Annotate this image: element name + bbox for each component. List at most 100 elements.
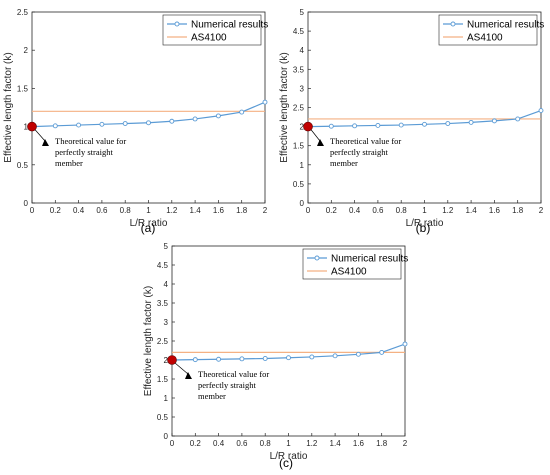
numerical-results-point — [332, 353, 338, 359]
x-tick-label: 0.6 — [236, 439, 248, 448]
y-tick-label: 1.5 — [17, 84, 29, 93]
chart-panel-b: 0 0.2 0.4 0.6 0.8 1 1.2 1.4 1.6 1.8 2 0 0.5 1 1.5 2 2.5 3… — [279, 8, 544, 235]
legend-label-as4100: AS4100 — [331, 267, 367, 278]
x-tick-label: 1.4 — [190, 206, 202, 215]
numerical-results-point — [379, 349, 385, 355]
numerical-results-point — [398, 122, 404, 128]
x-tick-label: 0 — [30, 206, 35, 215]
numerical-results-point — [76, 122, 82, 128]
annotation-text-line: perfectly straight — [330, 147, 388, 157]
annotation-text-line: member — [330, 158, 358, 168]
annotation-text-line: Theoretical value for — [55, 136, 126, 146]
annotation-arrow-line — [310, 129, 321, 142]
legend-marker-numerical — [174, 21, 180, 27]
numerical-results-point — [328, 123, 334, 129]
x-tick-label: 0.6 — [372, 206, 384, 215]
y-tick-label: 3 — [300, 84, 305, 93]
y-axis-label: Effective length factor (k) — [3, 52, 14, 162]
y-tick-label: 3.5 — [293, 65, 305, 74]
panel-caption: (a) — [141, 221, 156, 235]
y-tick-label: 1.5 — [157, 375, 169, 384]
theoretical-value-marker — [303, 121, 313, 132]
y-tick-label: 2.5 — [157, 337, 169, 346]
numerical-results-point — [215, 113, 221, 119]
legend-box — [302, 248, 402, 280]
legend-label-numerical: Numerical results — [191, 20, 268, 31]
panel-caption: (c) — [279, 456, 293, 470]
numerical-results-point — [538, 108, 544, 114]
annotation-arrowhead — [317, 139, 324, 146]
x-tick-label: 1.6 — [489, 206, 501, 215]
x-axis-label: L/R ratio — [406, 218, 444, 229]
annotation-text-line: member — [55, 158, 83, 168]
annotation-text-line: perfectly straight — [198, 380, 256, 390]
numerical-results-point — [262, 356, 268, 361]
x-tick-label: 1.8 — [512, 206, 524, 215]
x-tick-label: 0.2 — [326, 206, 338, 215]
chart-panel-c: 0 0.2 0.4 0.6 0.8 1 1.2 1.4 1.6 1.8 2 0 0.5 1 1.5 2 2.5 3… — [143, 242, 408, 470]
y-tick-label: 1 — [164, 394, 169, 403]
legend-marker-numerical — [314, 255, 320, 261]
y-tick-label: 0.5 — [157, 413, 169, 422]
y-tick-label: 5 — [300, 8, 305, 17]
y-tick-label: 4 — [300, 46, 305, 55]
x-axis-label: L/R ratio — [130, 218, 168, 229]
numerical-results-point — [99, 121, 105, 127]
annotation-text-line: Theoretical value for — [198, 369, 269, 379]
x-tick-label: 1.4 — [466, 206, 478, 215]
legend-box — [438, 14, 538, 46]
annotation-arrowhead — [185, 372, 192, 379]
numerical-results-point — [169, 118, 175, 124]
numerical-results-point — [352, 123, 358, 129]
numerical-results-point — [309, 354, 315, 360]
numerical-results-point — [422, 121, 427, 127]
x-tick-label: 1.6 — [213, 206, 225, 215]
y-tick-label: 1.5 — [293, 142, 305, 151]
numerical-results-point — [239, 109, 245, 115]
numerical-results-point — [192, 357, 198, 363]
annotation-arrowhead — [42, 139, 49, 146]
y-axis-label: Effective length factor (k) — [143, 286, 154, 396]
x-tick-label: 0.8 — [120, 206, 132, 215]
y-tick-label: 0.5 — [293, 180, 305, 189]
x-tick-label: 0.4 — [349, 206, 361, 215]
legend-label-as4100: AS4100 — [467, 33, 503, 44]
numerical-results-point — [286, 355, 291, 361]
numerical-results-point — [402, 341, 408, 347]
x-tick-label: 0.8 — [396, 206, 408, 215]
annotation-text-line: perfectly straight — [55, 147, 113, 157]
numerical-results-point — [216, 356, 222, 362]
y-tick-label: 1 — [24, 123, 29, 132]
y-tick-label: 0 — [300, 199, 305, 208]
numerical-results-point — [52, 123, 58, 129]
y-tick-label: 5 — [164, 242, 169, 251]
x-tick-label: 1 — [146, 206, 151, 215]
legend-box — [162, 14, 262, 46]
x-tick-label: 0.4 — [73, 206, 85, 215]
legend-label-numerical: Numerical results — [467, 20, 544, 31]
y-tick-label: 2 — [24, 46, 29, 55]
x-tick-label: 0.2 — [50, 206, 62, 215]
y-axis-label: Effective length factor (k) — [279, 52, 290, 162]
panel-caption: (b) — [416, 221, 431, 235]
x-tick-label: 2 — [263, 206, 268, 215]
x-tick-label: 1.2 — [306, 439, 318, 448]
x-tick-label: 1.2 — [166, 206, 178, 215]
y-tick-label: 3.5 — [157, 299, 169, 308]
numerical-results-point — [491, 118, 497, 124]
y-tick-label: 2.5 — [293, 104, 305, 113]
y-tick-label: 2 — [300, 123, 305, 132]
annotation-text-line: Theoretical value for — [330, 136, 401, 146]
numerical-results-point — [122, 121, 128, 126]
numerical-results-point — [375, 123, 381, 128]
numerical-results-point — [468, 119, 474, 125]
numerical-results-point — [515, 116, 521, 122]
y-tick-label: 0 — [24, 199, 29, 208]
x-tick-label: 2 — [403, 439, 408, 448]
numerical-results-point — [239, 356, 245, 362]
x-tick-label: 1.8 — [236, 206, 248, 215]
numerical-results-point — [262, 99, 268, 105]
x-tick-label: 0 — [170, 439, 175, 448]
y-tick-label: 0.5 — [17, 161, 29, 170]
